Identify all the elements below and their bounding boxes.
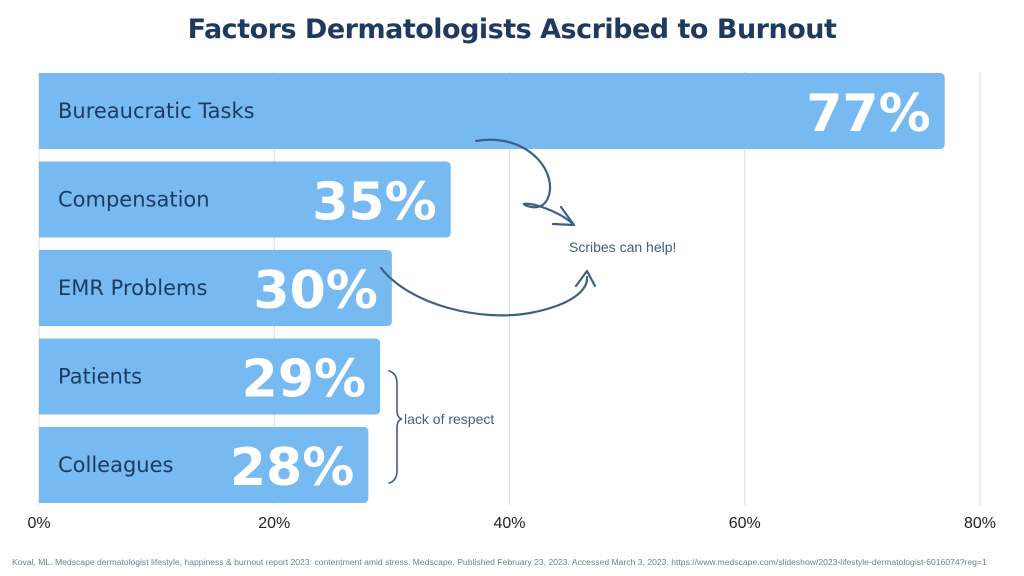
arrow-head-bottom — [574, 269, 597, 288]
bars: Bureaucratic Tasks 77% Compensation 35% EMR … — [39, 73, 945, 503]
arrow-curve-bottom — [379, 266, 589, 317]
annotations: Scribes can help! lack of respect — [379, 138, 676, 484]
arrow-curve-top — [474, 138, 575, 226]
curly-brace — [388, 370, 403, 484]
bar-category-label: Bureaucratic Tasks — [58, 99, 255, 123]
bar — [39, 427, 369, 503]
bar — [39, 338, 381, 415]
annotation-lack-of-respect: lack of respect — [404, 411, 494, 427]
arrow-head-top — [551, 205, 576, 227]
bar-category-label: Compensation — [58, 188, 210, 212]
source-citation: Koval, ML. Medscape dermatologist lifest… — [12, 557, 987, 567]
bar — [39, 250, 392, 326]
bar-category-label: Patients — [58, 365, 142, 389]
bar-value-label: 77% — [806, 84, 930, 144]
chart-title: Factors Dermatologists Ascribed to Burno… — [187, 14, 837, 45]
x-tick-label: 60% — [729, 515, 761, 532]
bar-value-label: 29% — [242, 350, 366, 410]
bar-value-label: 30% — [253, 261, 377, 321]
x-tick-label: 20% — [258, 515, 290, 532]
bar-category-label: Colleagues — [58, 453, 173, 477]
x-tick-label: 0% — [27, 515, 50, 532]
bar-value-label: 35% — [312, 173, 436, 233]
x-tick-label: 80% — [964, 515, 996, 532]
bar — [39, 161, 451, 238]
x-tick-label: 40% — [493, 515, 525, 532]
bar-value-label: 28% — [230, 438, 354, 498]
bar — [39, 73, 945, 149]
annotation-scribes: Scribes can help! — [569, 239, 676, 255]
x-axis-ticks: 0% 20% 40% 60% 80% — [27, 515, 996, 532]
bar-category-label: EMR Problems — [58, 276, 207, 300]
